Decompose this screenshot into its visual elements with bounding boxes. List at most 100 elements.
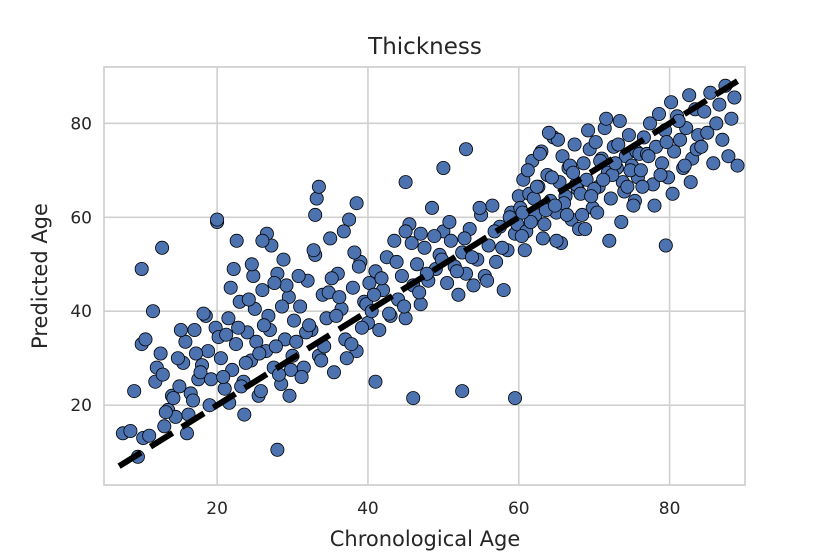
- data-point: [535, 231, 550, 246]
- data-point: [621, 128, 636, 143]
- data-point: [351, 259, 366, 274]
- data-point: [709, 116, 724, 131]
- data-point: [507, 391, 522, 406]
- data-point: [238, 355, 253, 370]
- data-point: [241, 292, 256, 307]
- data-point: [253, 384, 268, 399]
- data-point: [464, 250, 479, 265]
- data-point: [219, 327, 234, 342]
- data-point: [314, 353, 329, 368]
- data-point: [394, 268, 409, 283]
- data-point: [366, 287, 381, 302]
- data-point: [611, 137, 626, 152]
- data-point: [372, 322, 387, 337]
- data-point: [480, 273, 495, 288]
- data-point: [724, 111, 739, 126]
- data-point: [442, 214, 457, 229]
- data-point: [659, 135, 674, 150]
- data-point: [667, 144, 682, 159]
- x-tick-label: 80: [659, 499, 681, 519]
- data-point: [700, 125, 715, 140]
- data-point: [472, 200, 487, 215]
- data-point: [581, 123, 596, 138]
- data-point: [178, 334, 193, 349]
- data-point: [727, 90, 742, 105]
- data-point: [560, 207, 575, 222]
- data-point: [614, 214, 629, 229]
- data-point: [398, 311, 413, 326]
- data-point: [345, 280, 360, 295]
- data-point: [458, 142, 473, 157]
- data-point: [596, 172, 611, 187]
- data-point: [658, 238, 673, 253]
- data-point: [326, 365, 341, 380]
- data-point: [612, 114, 627, 129]
- data-point: [652, 107, 667, 122]
- data-point: [665, 186, 680, 201]
- data-point: [201, 344, 216, 359]
- data-point: [576, 156, 591, 171]
- reference-line: [117, 78, 740, 469]
- data-point: [635, 179, 650, 194]
- data-point: [339, 351, 354, 366]
- data-point: [179, 426, 194, 441]
- data-point: [555, 149, 570, 164]
- data-point: [308, 207, 323, 222]
- data-point: [249, 334, 264, 349]
- data-point: [721, 149, 736, 164]
- data-point: [267, 275, 282, 290]
- data-point: [213, 351, 228, 366]
- data-point: [413, 226, 428, 241]
- data-point: [210, 212, 225, 227]
- data-point: [436, 160, 451, 175]
- chart-title: Thickness: [367, 34, 482, 60]
- data-point: [590, 205, 605, 220]
- data-point: [173, 322, 188, 337]
- data-point: [138, 332, 153, 347]
- data-point: [256, 318, 271, 333]
- data-point: [382, 306, 397, 321]
- data-point: [466, 278, 481, 293]
- data-point: [647, 198, 662, 213]
- data-point: [347, 245, 362, 260]
- data-point: [231, 320, 246, 335]
- data-point: [172, 379, 187, 394]
- data-point: [523, 214, 538, 229]
- data-point: [387, 233, 402, 248]
- data-point: [730, 158, 745, 173]
- data-point: [397, 299, 412, 314]
- data-point: [342, 212, 357, 227]
- data-point: [427, 229, 442, 244]
- data-point: [221, 311, 236, 326]
- data-point: [228, 337, 243, 352]
- data-point: [291, 268, 306, 283]
- data-point: [398, 224, 413, 239]
- data-point: [196, 306, 211, 321]
- data-point: [664, 95, 679, 110]
- data-point: [274, 299, 289, 314]
- data-point: [485, 198, 500, 213]
- x-tick-label: 40: [357, 499, 379, 519]
- data-point: [409, 257, 424, 272]
- data-point: [520, 163, 535, 178]
- data-point: [677, 158, 692, 173]
- data-point: [279, 278, 294, 293]
- data-point: [603, 191, 618, 206]
- y-tick-label: 60: [70, 208, 92, 228]
- data-point: [567, 137, 582, 152]
- data-point: [324, 271, 339, 286]
- data-points: [115, 78, 745, 464]
- data-point: [294, 369, 309, 384]
- data-point: [252, 346, 267, 361]
- data-point: [683, 175, 698, 190]
- data-point: [188, 346, 203, 361]
- data-point: [404, 236, 419, 251]
- data-point: [575, 207, 590, 222]
- data-point: [532, 146, 547, 161]
- data-point: [368, 374, 383, 389]
- data-point: [187, 322, 202, 337]
- data-point: [127, 384, 142, 399]
- data-point: [389, 254, 404, 269]
- data-point: [417, 240, 432, 255]
